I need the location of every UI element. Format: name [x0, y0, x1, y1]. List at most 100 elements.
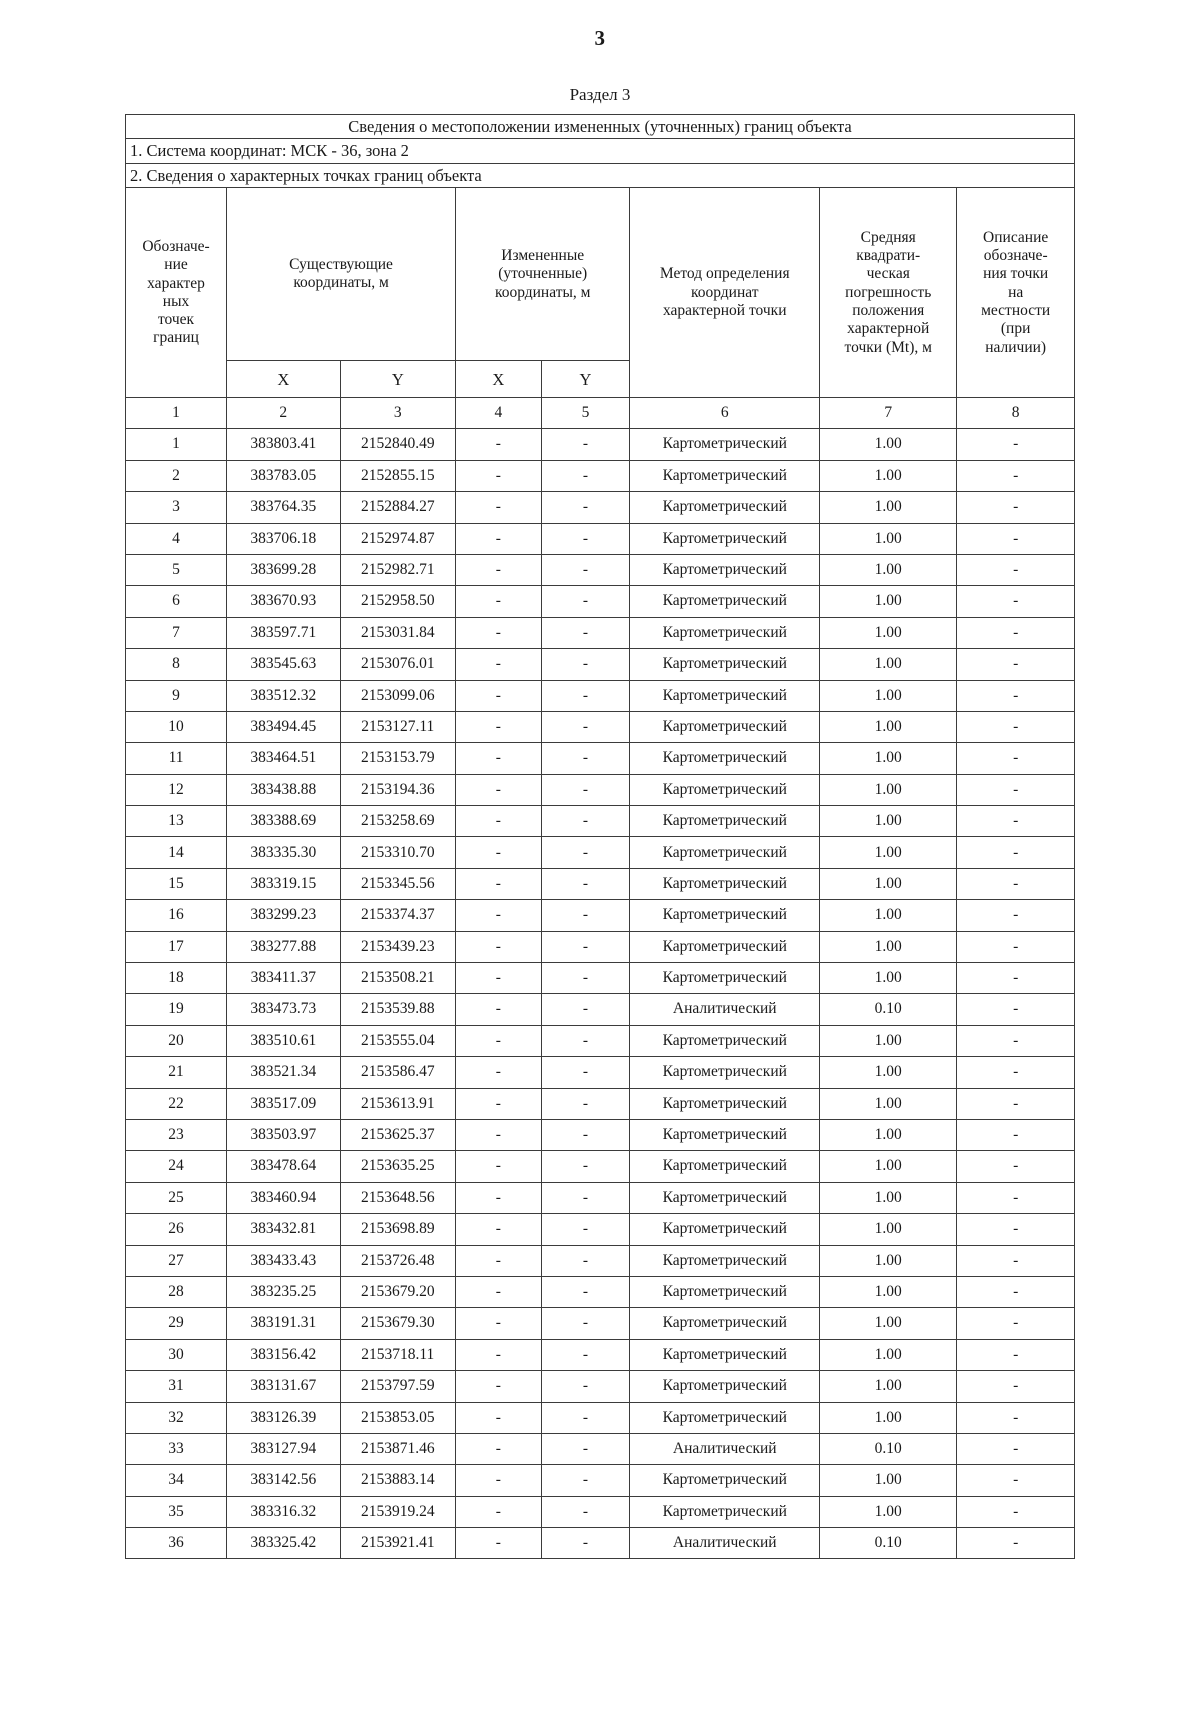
existing-y-value: 2153508.21 — [339, 962, 457, 995]
method-value: Картометрический — [629, 1056, 821, 1089]
column-number-row: 1 2 3 4 5 6 7 8 — [124, 397, 1075, 430]
changed-x-value: - — [455, 1181, 542, 1215]
existing-y-value: 2153635.25 — [339, 1150, 457, 1183]
changed-y-value: - — [540, 742, 631, 775]
mt-value: 1.00 — [819, 962, 958, 995]
header-line: погрешность — [845, 283, 932, 301]
table-row: 5 383699.28 2152982.71- - Картометрический 1.… — [124, 553, 1075, 587]
table-row: 8 383545.63 2153076.01- - Картометрический 1.… — [124, 648, 1075, 681]
method-value: Картометрический — [629, 648, 821, 681]
header-line: точек — [157, 311, 195, 329]
column-number: 4 — [455, 397, 542, 430]
table-row: 35 383316.32 2153919.24- - Картометрический 1… — [124, 1495, 1075, 1529]
mt-value: 1.00 — [819, 867, 958, 901]
existing-x-value: 383131.67 — [226, 1370, 341, 1403]
document-page: 3 Раздел 3 Сведения о местоположении изм… — [0, 26, 1200, 1723]
column-number: 7 — [819, 397, 958, 430]
mt-value: 1.00 — [819, 742, 958, 775]
coordinate-system-line: 1. Система координат: МСК - 36, зона 2 — [125, 138, 1075, 164]
method-value: Картометрический — [629, 1338, 821, 1372]
point-number: 16 — [124, 899, 228, 932]
header-changed-coordinates: Измененные (уточненные) координаты, м — [455, 187, 631, 362]
header-method: Метод определения координат характерной … — [629, 187, 821, 399]
method-value: Картометрический — [629, 805, 821, 838]
description-value: - — [956, 1307, 1075, 1340]
header-line: Обозначе- — [142, 238, 210, 256]
table-row: 28 383235.25 2153679.20- - Картометрический 1… — [124, 1275, 1075, 1309]
changed-y-value: - — [540, 585, 631, 618]
point-number: 34 — [124, 1464, 228, 1497]
method-value: Картометрический — [629, 1181, 821, 1215]
table-row: 31 383131.67 2153797.59- - Картометрический 1… — [124, 1370, 1075, 1403]
changed-x-value: - — [455, 491, 542, 524]
header-line: координаты, м — [494, 283, 591, 301]
table-row: 11 383464.51 2153153.79- - Картометрический 1… — [124, 742, 1075, 775]
changed-y-value: - — [540, 1118, 631, 1152]
existing-y-value: 2153153.79 — [339, 742, 457, 775]
existing-y-value: 2153919.24 — [339, 1495, 457, 1529]
existing-y-value: 2153679.20 — [339, 1275, 457, 1309]
existing-y-value: 2153310.70 — [339, 836, 457, 869]
existing-y-value: 2153726.48 — [339, 1244, 457, 1277]
existing-y-value: 2153648.56 — [339, 1181, 457, 1215]
header-line: ных — [162, 292, 190, 310]
description-value: - — [956, 993, 1075, 1026]
method-value: Картометрический — [629, 1307, 821, 1340]
header-point-designation: Обозначе- ние характер ных точек границ — [124, 187, 228, 399]
description-value: - — [956, 1495, 1075, 1529]
table-row: 12 383438.88 2153194.36- - Картометрический 1… — [124, 773, 1075, 807]
header-line: Средняя — [860, 228, 916, 246]
point-number: 28 — [124, 1275, 228, 1309]
changed-x-value: - — [455, 773, 542, 807]
mt-value: 1.00 — [819, 805, 958, 838]
existing-y-value: 2153797.59 — [339, 1370, 457, 1403]
existing-x-value: 383277.88 — [226, 930, 341, 964]
method-value: Картометрический — [629, 899, 821, 932]
header-line: Описание — [983, 228, 1049, 246]
header-existing-y: Y — [339, 360, 457, 399]
point-number: 11 — [124, 742, 228, 775]
method-value: Картометрический — [629, 867, 821, 901]
header-changed-x: X — [455, 360, 542, 399]
table-row: 22 383517.09 2153613.91- - Картометрический 1… — [124, 1087, 1075, 1121]
point-number: 15 — [124, 867, 228, 901]
header-line: границ — [153, 329, 199, 347]
header-line: координат — [690, 283, 759, 301]
point-number: 35 — [124, 1495, 228, 1529]
table-row: 21 383521.34 2153586.47- - Картометрический 1… — [124, 1056, 1075, 1089]
mt-value: 1.00 — [819, 1275, 958, 1309]
changed-x-value: - — [455, 1338, 542, 1372]
changed-y-value: - — [540, 1244, 631, 1277]
description-value: - — [956, 1338, 1075, 1372]
column-number: 1 — [124, 397, 228, 430]
changed-x-value: - — [455, 710, 542, 744]
changed-x-value: - — [455, 1401, 542, 1434]
changed-y-value: - — [540, 962, 631, 995]
point-number: 8 — [124, 648, 228, 681]
changed-x-value: - — [455, 962, 542, 995]
table-row: 19 383473.73 2153539.88- - Аналитический 0.10… — [124, 993, 1075, 1026]
changed-x-value: - — [455, 899, 542, 932]
changed-y-value: - — [540, 836, 631, 869]
changed-x-value: - — [455, 679, 542, 712]
existing-x-value: 383464.51 — [226, 742, 341, 775]
point-number: 13 — [124, 805, 228, 838]
method-value: Картометрический — [629, 836, 821, 869]
existing-x-value: 383142.56 — [226, 1464, 341, 1497]
method-value: Картометрический — [629, 491, 821, 524]
changed-x-value: - — [455, 1024, 542, 1058]
existing-y-value: 2153625.37 — [339, 1118, 457, 1152]
point-number: 21 — [124, 1056, 228, 1089]
method-value: Картометрический — [629, 930, 821, 964]
mt-value: 1.00 — [819, 553, 958, 587]
header-line: на — [1008, 283, 1024, 301]
header-line: ние — [164, 256, 188, 274]
point-number: 9 — [124, 679, 228, 712]
point-number: 27 — [124, 1244, 228, 1277]
description-value: - — [956, 1213, 1075, 1246]
table-row: 18 383411.37 2153508.21- - Картометрический 1… — [124, 962, 1075, 995]
method-value: Аналитический — [629, 1432, 821, 1466]
changed-y-value: - — [540, 1527, 631, 1560]
changed-y-value: - — [540, 553, 631, 587]
mt-value: 0.10 — [819, 993, 958, 1026]
